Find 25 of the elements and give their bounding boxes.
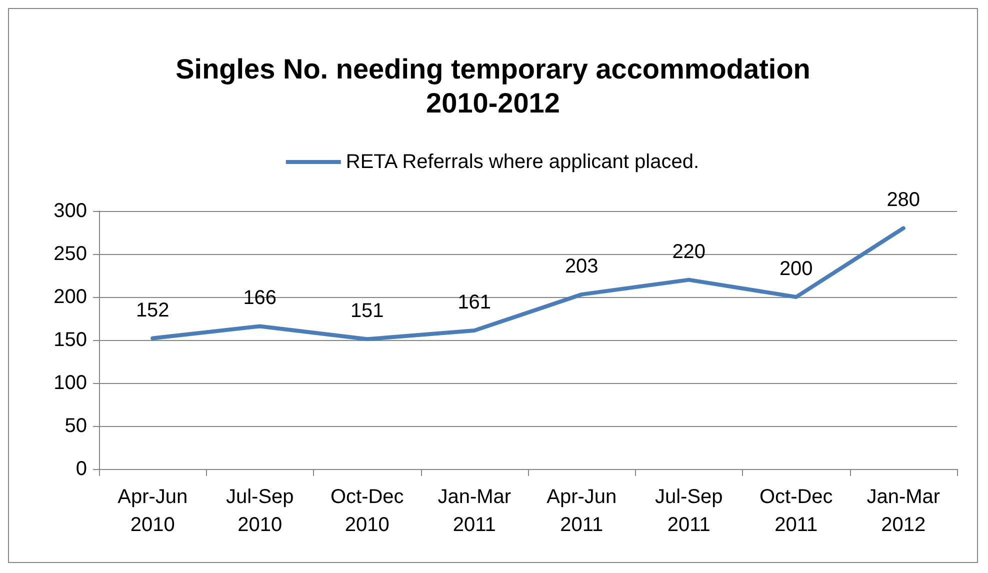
data-label: 161 bbox=[458, 292, 492, 314]
data-label: 166 bbox=[243, 287, 277, 310]
data-label: 152 bbox=[136, 299, 170, 322]
y-tick-label: 0 bbox=[76, 458, 87, 480]
y-tick-label: 300 bbox=[54, 200, 87, 222]
x-tick-label: Jul-Sep 2010 bbox=[226, 486, 294, 536]
x-tick-label: Jan-Mar 2012 bbox=[866, 486, 940, 536]
chart-title: Singles No. needing temporary accommodation 2010-2012 bbox=[176, 54, 810, 118]
data-label: 220 bbox=[672, 240, 706, 263]
data-label: 151 bbox=[350, 300, 384, 322]
x-tick-label: Jul-Sep 2011 bbox=[654, 486, 723, 536]
y-tick-label: 50 bbox=[64, 415, 87, 437]
data-label: 203 bbox=[564, 255, 598, 278]
y-tick-label: 100 bbox=[54, 372, 87, 394]
y-tick-label: 200 bbox=[54, 286, 87, 308]
x-tick-label: Oct-Dec 2010 bbox=[330, 486, 404, 536]
y-tick-label: 250 bbox=[54, 243, 87, 265]
data-label: 280 bbox=[886, 189, 920, 212]
x-tick-label: Oct-Dec 2011 bbox=[759, 486, 833, 536]
data-label: 200 bbox=[779, 258, 813, 280]
x-tick-label: Apr-Jun 2011 bbox=[546, 486, 617, 536]
x-tick-label: Jan-Mar 2011 bbox=[438, 486, 512, 536]
x-tick-label: Apr-Jun 2010 bbox=[118, 486, 188, 536]
legend-label: RETA Referrals where applicant placed. bbox=[346, 151, 700, 173]
y-tick-label: 150 bbox=[54, 329, 87, 351]
